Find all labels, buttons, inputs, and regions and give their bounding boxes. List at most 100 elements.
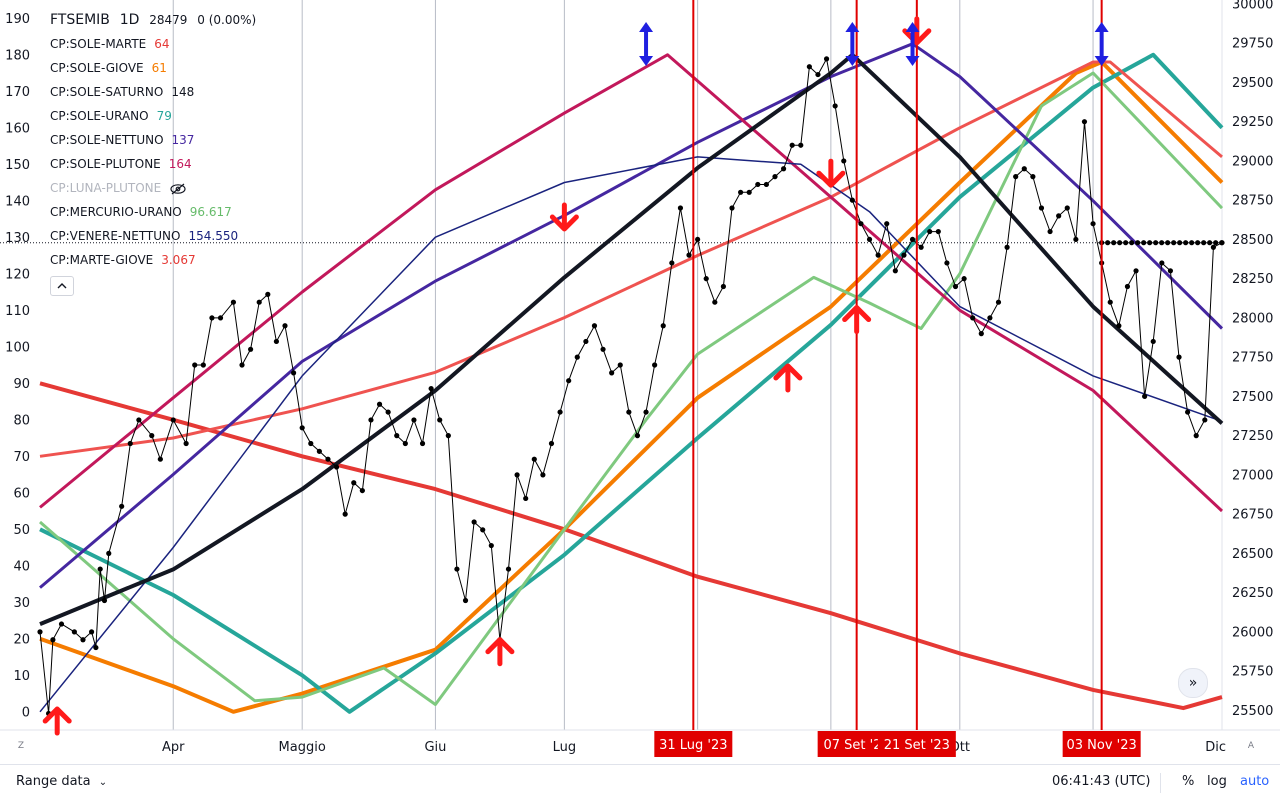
legend-row[interactable]: CP:SOLE-PLUTONE 164 — [50, 152, 256, 176]
range-data-button[interactable]: Range data ⌄ — [16, 774, 107, 789]
legend-name: CP:LUNA-PLUTONE — [50, 181, 162, 195]
price-point — [634, 433, 641, 439]
chart-canvas[interactable]: 0 10 20 30 40 50 60 70 80 90 100 110 120 130 140 150 160… — [0, 0, 1280, 764]
toolbar-divider — [1160, 773, 1161, 793]
price-point — [376, 401, 383, 407]
series-line — [39, 156, 1218, 713]
red-arrow-icon — [549, 202, 579, 232]
projection-point — [1165, 240, 1171, 246]
projection-point — [1117, 240, 1123, 246]
clock-label[interactable]: 06:41:43 (UTC) — [1052, 774, 1151, 789]
price-point — [462, 597, 469, 604]
left-tick-label: 90 — [13, 377, 30, 392]
log-toggle[interactable]: log — [1207, 774, 1227, 789]
price-point — [1030, 174, 1036, 180]
event-date-label: 03 Nov '23 — [1062, 731, 1141, 757]
right-tick-label: 25500 — [1232, 704, 1273, 719]
percent-toggle[interactable]: % — [1182, 774, 1195, 789]
projection-point — [1105, 240, 1111, 246]
projection-point — [1195, 240, 1201, 246]
price-point — [970, 315, 976, 321]
legend-row[interactable]: CP:SOLE-NETTUNO 137 — [50, 128, 256, 152]
interval-label: 1D — [119, 12, 140, 28]
right-tick-label: 29500 — [1232, 76, 1273, 91]
price-point — [591, 323, 598, 329]
price-point — [712, 299, 718, 305]
blue-double-arrow-icon — [639, 22, 654, 66]
legend-row[interactable]: CP:SOLE-GIOVE 61 — [50, 56, 256, 80]
blue-double-arrow-icon — [905, 22, 920, 66]
symbol-header[interactable]: FTSEMIB 1D 28479 0 (0.00%) — [50, 8, 256, 32]
legend-row[interactable]: CP:MARTE-GIOVE 3.067 — [50, 248, 256, 272]
legend-row[interactable]: CP:SOLE-MARTE 64 — [50, 32, 256, 56]
left-tick-label: 160 — [5, 121, 30, 136]
legend-row[interactable]: CP:SOLE-URANO 79 — [50, 104, 256, 128]
projection-point — [1177, 240, 1183, 246]
price-point — [248, 346, 254, 352]
double-chevron-right-icon: » — [1188, 675, 1198, 691]
legend-row[interactable]: CP:LUNA-PLUTONE — [50, 176, 256, 200]
collapse-legend-button[interactable] — [50, 276, 74, 296]
legend-value: 61 — [151, 61, 167, 75]
price-point — [1081, 119, 1088, 125]
left-tick-label: 180 — [5, 48, 30, 63]
red-arrow-icon — [842, 305, 872, 335]
left-tick-label: 0 — [22, 705, 30, 720]
price-point — [1116, 323, 1122, 329]
price-point — [1107, 299, 1113, 305]
price-point — [609, 370, 615, 376]
legend-name: CP:SOLE-GIOVE — [50, 61, 144, 75]
legend-value: 137 — [171, 133, 195, 147]
price-point — [37, 629, 43, 635]
scroll-to-realtime-button[interactable]: » — [1178, 668, 1208, 698]
price-value: 28479 — [149, 13, 188, 27]
right-tick-label: 28250 — [1232, 272, 1273, 287]
series-line — [39, 53, 1224, 513]
price-point — [789, 142, 795, 148]
legend-name: CP:SOLE-PLUTONE — [50, 157, 161, 171]
left-tick-label: 10 — [13, 669, 30, 684]
series-group — [37, 42, 1225, 717]
left-tick-label: 130 — [5, 231, 30, 246]
price-point — [402, 440, 408, 447]
price-point — [1090, 221, 1096, 227]
legend-value: 154.550 — [188, 229, 239, 243]
price-point — [514, 472, 520, 478]
right-tick-label: 28750 — [1232, 194, 1273, 209]
chevron-down-icon: ⌄ — [98, 777, 108, 788]
price-point — [961, 276, 967, 282]
event-label-text: 31 Lug '23 — [659, 738, 727, 753]
legend-row[interactable]: CP:VENERE-NETTUNO 154.550 — [50, 224, 256, 248]
price-point — [952, 283, 959, 290]
series-line — [39, 60, 1224, 714]
price-point — [411, 417, 417, 423]
left-tick-label: 100 — [5, 340, 30, 355]
eye-off-icon[interactable] — [169, 183, 187, 195]
right-tick-label: 25750 — [1232, 665, 1273, 680]
price-point — [1150, 338, 1156, 345]
arrow-head — [639, 22, 654, 32]
price-point — [88, 629, 95, 635]
left-tick-label: 40 — [13, 559, 30, 574]
time-tick-label: Lug — [553, 740, 577, 755]
projection-point — [1111, 240, 1117, 246]
projection-point — [1213, 240, 1219, 246]
price-point — [333, 464, 340, 470]
auto-toggle[interactable]: auto — [1240, 774, 1270, 789]
price-point — [1167, 268, 1174, 274]
price-point — [1056, 213, 1062, 219]
left-corner-label[interactable]: Z — [17, 741, 25, 751]
legend-row[interactable]: CP:SOLE-SATURNO 148 — [50, 80, 256, 104]
projection-point — [1129, 240, 1135, 246]
price-point — [703, 276, 709, 282]
price-point — [290, 370, 297, 376]
price-point — [71, 629, 77, 635]
event-label-box — [1062, 731, 1141, 757]
right-corner-label[interactable]: A — [1247, 741, 1255, 751]
legend-row[interactable]: CP:MERCURIO-URANO 96.617 — [50, 200, 256, 224]
event-date-label: 31 Lug '23 — [654, 731, 733, 757]
chevron-up-icon — [57, 283, 67, 289]
legend: FTSEMIB 1D 28479 0 (0.00%) CP:SOLE-MARTE… — [50, 8, 256, 296]
range-data-label: Range data — [16, 774, 91, 789]
right-tick-label: 27000 — [1232, 468, 1273, 483]
